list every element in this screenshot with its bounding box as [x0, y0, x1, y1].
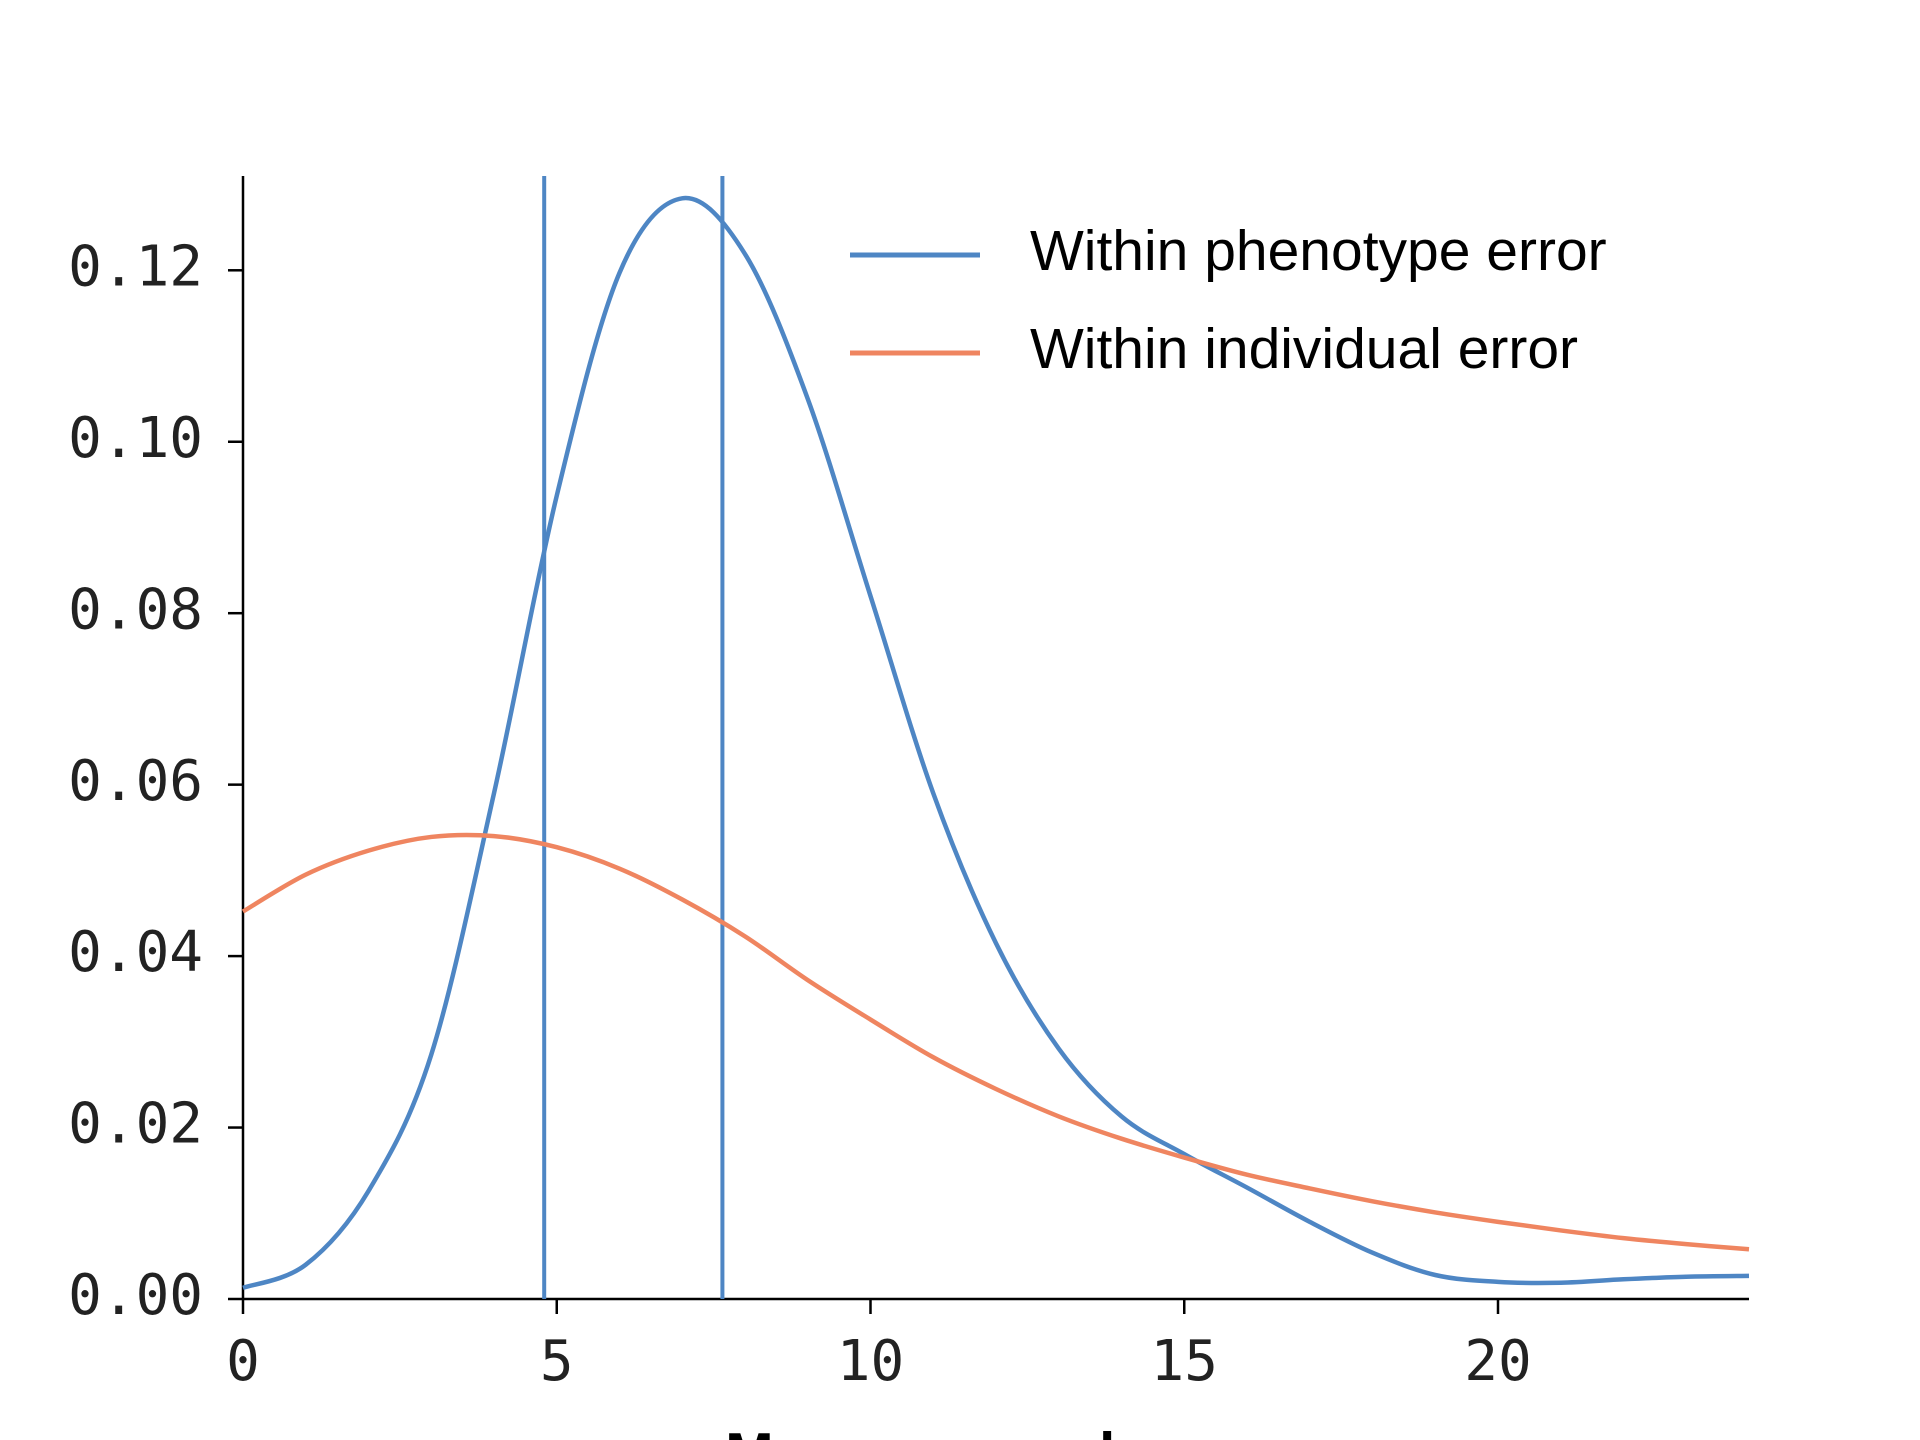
y-tick-label: 0.06	[68, 749, 203, 814]
legend-label: Within individual error	[1030, 317, 1578, 381]
y-tick-label: 0.04	[68, 920, 203, 985]
x-axis-label: Mean squared error	[725, 1421, 1267, 1440]
line-series	[242, 195, 1750, 1291]
x-tick-label: 10	[837, 1329, 904, 1394]
y-tick-label: 0.08	[68, 577, 203, 642]
y-tick-label: 0.12	[68, 234, 203, 299]
y-tick-label: 0.02	[68, 1092, 203, 1157]
line-series	[241, 832, 1750, 1252]
x-tick-label: 20	[1464, 1329, 1531, 1394]
x-tick-label: 0	[226, 1329, 260, 1394]
x-tick-label: 15	[1151, 1329, 1218, 1394]
y-tick-label: 0.00	[68, 1263, 203, 1328]
legend-label: Within phenotype error	[1030, 219, 1607, 283]
y-tick-label: 0.10	[68, 406, 203, 471]
x-tick-label: 5	[540, 1329, 574, 1394]
